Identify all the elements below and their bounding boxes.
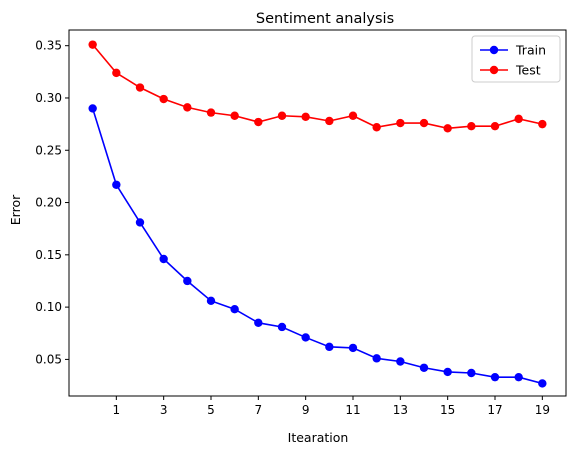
data-point-train <box>301 333 310 342</box>
data-point-train <box>325 342 334 352</box>
data-point-train <box>490 372 500 382</box>
data-point-train <box>277 322 287 332</box>
x-tick-label: 9 <box>302 403 310 417</box>
x-tick-label: 15 <box>440 403 455 417</box>
data-point-test <box>88 40 97 49</box>
x-tick-label: 19 <box>535 403 550 417</box>
series-line-train <box>91 108 543 385</box>
data-point-train <box>135 218 145 227</box>
data-point-train <box>159 254 168 264</box>
data-point-test <box>230 111 239 120</box>
chart-title: Sentiment analysis <box>256 11 394 27</box>
data-point-test <box>490 122 500 131</box>
data-point-train <box>538 379 547 388</box>
legend-label-train: Train <box>515 43 546 58</box>
x-tick-label: 7 <box>255 403 263 417</box>
y-tick-label: 0.05 <box>35 352 62 366</box>
data-point-test <box>443 124 452 133</box>
data-point-test <box>348 111 358 120</box>
x-tick-label: 17 <box>487 403 502 417</box>
data-point-test <box>112 68 121 78</box>
data-point-train <box>348 343 358 353</box>
data-point-test <box>206 108 216 117</box>
y-tick-label: 0.35 <box>35 39 62 53</box>
data-point-test <box>467 122 476 131</box>
y-tick-label: 0.25 <box>35 143 62 157</box>
data-point-train <box>419 363 429 372</box>
legend-marker-train <box>489 45 499 55</box>
data-point-train <box>112 180 121 189</box>
data-point-train <box>443 367 452 377</box>
y-tick-label: 0.10 <box>35 300 62 314</box>
x-tick-label: 5 <box>207 403 215 417</box>
data-point-train <box>206 296 216 306</box>
data-point-test <box>159 94 168 104</box>
data-point-train <box>88 104 97 113</box>
data-point-train <box>372 354 381 363</box>
data-point-train <box>467 368 476 378</box>
data-point-train <box>254 318 263 327</box>
data-point-test <box>325 116 334 126</box>
legend-label-test: Test <box>515 63 541 78</box>
x-tick-label: 3 <box>160 403 168 417</box>
data-point-train <box>514 372 523 382</box>
data-point-test <box>135 83 145 92</box>
legend-marker-test <box>489 65 499 75</box>
data-point-test <box>514 114 523 124</box>
x-tick-label: 13 <box>393 403 408 417</box>
y-tick-label: 0.30 <box>35 91 62 105</box>
x-axis-label: Itearation <box>288 430 349 445</box>
x-tick-label: 11 <box>345 403 360 417</box>
data-point-test <box>254 117 263 127</box>
data-point-train <box>183 276 192 286</box>
y-tick-label: 0.20 <box>35 196 62 210</box>
data-point-test <box>419 118 429 128</box>
plot-frame <box>68 29 567 397</box>
data-point-test <box>396 118 405 128</box>
y-tick-label: 0.15 <box>35 248 62 262</box>
data-point-test <box>301 112 310 121</box>
data-point-train <box>396 357 405 366</box>
x-tick-label: 1 <box>113 403 121 417</box>
y-axis-label: Error <box>8 194 23 225</box>
data-point-test <box>538 119 547 129</box>
data-point-test <box>183 103 192 112</box>
data-point-train <box>230 305 239 314</box>
data-point-test <box>277 111 287 120</box>
data-point-test <box>372 123 381 132</box>
plot-area: 1 3 5 7 9 11 13 15 17 190.050.100.150.200.250.300… <box>35 29 567 417</box>
